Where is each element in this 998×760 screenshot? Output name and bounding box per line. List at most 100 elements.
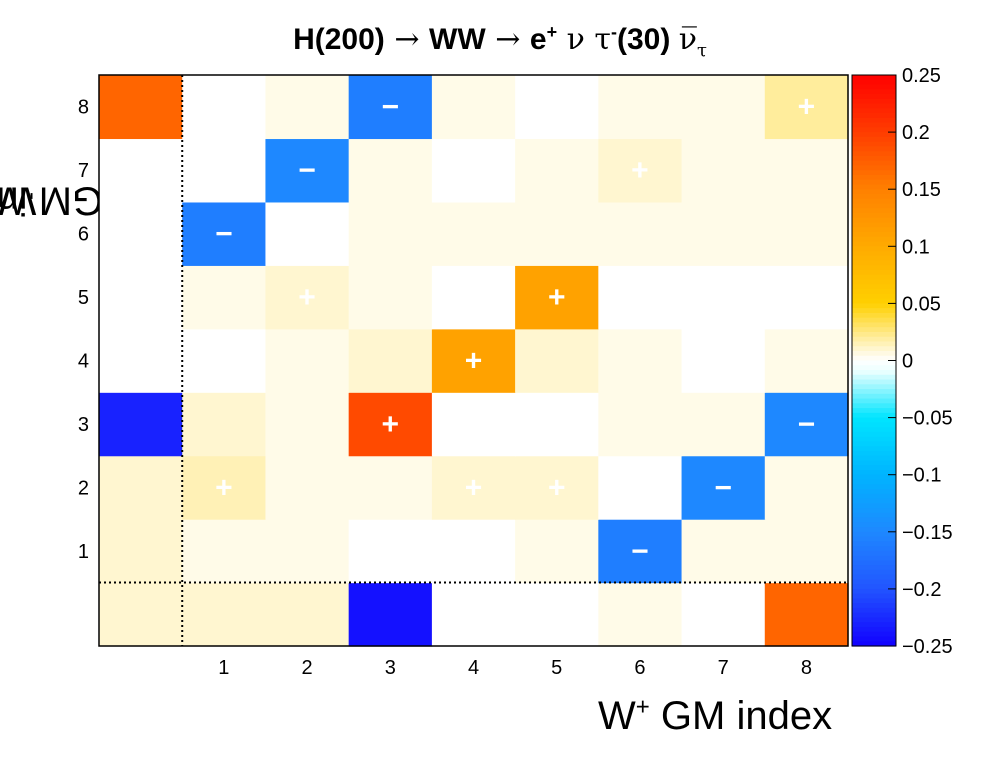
colorbar-band — [852, 208, 896, 214]
separator-lines — [99, 75, 848, 646]
colorbar-band — [852, 141, 896, 147]
heatmap-cell — [348, 265, 433, 330]
heatmap-cell — [515, 328, 599, 393]
heatmap-cell — [182, 138, 267, 203]
heatmap-cell — [764, 201, 849, 266]
sign-marker: − — [798, 408, 816, 441]
heatmap-cell — [265, 201, 350, 266]
sign-marker: + — [548, 471, 566, 504]
colorbar-band — [852, 584, 896, 590]
heatmap-cell — [515, 138, 599, 203]
colorbar-band — [852, 94, 896, 100]
colorbar-band — [852, 151, 896, 157]
colorbar-band — [852, 398, 896, 404]
heatmap-cell — [681, 328, 766, 393]
colorbar-band — [852, 541, 896, 547]
heatmap-cell — [764, 328, 849, 393]
heatmap-cell — [348, 582, 433, 647]
y-tick-label: 7 — [78, 160, 89, 182]
heatmap-cell — [515, 201, 599, 266]
colorbar-tick-label: 0.05 — [902, 293, 941, 315]
heatmap-cell — [515, 455, 599, 520]
heatmap-cell — [348, 455, 433, 520]
colorbar-band — [852, 436, 896, 442]
heatmap-cell — [99, 201, 183, 266]
heatmap-cell — [99, 75, 183, 140]
heatmap-cell — [764, 138, 849, 203]
x-tick-label: 4 — [468, 657, 479, 679]
heatmap-cell — [598, 519, 683, 584]
colorbar-band — [852, 160, 896, 167]
heatmap-cell — [99, 265, 183, 330]
heatmap-cell — [265, 519, 350, 584]
heatmap-cell — [99, 328, 183, 393]
colorbar-band — [852, 465, 896, 471]
colorbar-tick-label: 0.2 — [902, 122, 930, 144]
colorbar-band — [852, 136, 896, 143]
y-axis-ticks: 1 2 3 4 5 6 7 8 — [78, 97, 89, 563]
colorbar-band — [852, 236, 896, 243]
colorbar-band — [852, 232, 896, 238]
colorbar-band — [852, 189, 896, 195]
colorbar-band — [852, 193, 896, 200]
colorbar-band — [852, 603, 896, 609]
sign-markers: − + + + − + − + + + − − + − + — [215, 91, 815, 568]
colorbar-band — [852, 146, 896, 152]
colorbar-band — [852, 427, 896, 433]
colorbar-band — [852, 441, 896, 447]
sign-marker: − — [382, 91, 400, 124]
heatmap-cell — [348, 75, 433, 140]
colorbar-band — [852, 355, 896, 362]
colorbar-band — [852, 555, 896, 561]
colorbar-band — [852, 132, 896, 138]
colorbar-band — [852, 265, 896, 271]
heatmap-cell — [431, 328, 516, 393]
colorbar-band — [852, 431, 896, 438]
colorbar-band — [852, 460, 896, 466]
sign-marker: + — [298, 281, 316, 314]
heatmap-cell — [348, 328, 433, 393]
heatmap-cell — [182, 201, 267, 266]
heatmap-cell — [265, 138, 350, 203]
heatmap-cell — [265, 455, 350, 520]
x-tick-label: 7 — [718, 657, 729, 679]
colorbar-tick-label: −0.25 — [902, 636, 953, 658]
x-axis-label: W+ GM index — [598, 693, 833, 738]
colorbar-band — [852, 155, 896, 162]
x-axis-ticks: 1 2 3 4 5 6 7 8 — [218, 657, 812, 679]
colorbar-band — [852, 174, 896, 181]
sign-marker: + — [465, 345, 483, 378]
x-tick-label: 8 — [801, 657, 812, 679]
colorbar-band — [852, 631, 896, 638]
colorbar-band — [852, 260, 896, 266]
colorbar-band — [852, 251, 896, 257]
colorbar-band — [852, 607, 896, 614]
heatmap-cell — [431, 519, 516, 584]
colorbar-band — [852, 479, 896, 485]
heatmap-cell — [764, 75, 849, 140]
colorbar-band — [852, 522, 896, 528]
colorbar-band — [852, 488, 896, 495]
colorbar-band — [852, 303, 896, 309]
heatmap-cell — [348, 201, 433, 266]
heatmap-cell — [681, 519, 766, 584]
colorbar-band — [852, 569, 896, 576]
colorbar-band — [852, 484, 896, 490]
colorbar-band — [852, 108, 896, 114]
heatmap-cell — [265, 392, 350, 457]
heatmap-cell — [515, 265, 599, 330]
colorbar-band — [852, 588, 896, 595]
colorbar-band — [852, 98, 896, 105]
colorbar-band — [852, 550, 896, 557]
colorbar-band — [852, 393, 896, 400]
sign-marker: + — [382, 408, 400, 441]
colorbar-tick-label: 0.15 — [902, 179, 941, 201]
y-tick-label: 5 — [78, 287, 89, 309]
colorbar-band — [852, 274, 896, 281]
colorbar-band — [852, 184, 896, 190]
heatmap-cell — [598, 75, 683, 140]
x-tick-label: 5 — [551, 657, 562, 679]
sign-marker: + — [631, 154, 649, 187]
heatmap-cell — [598, 582, 683, 647]
colorbar-band — [852, 503, 896, 509]
